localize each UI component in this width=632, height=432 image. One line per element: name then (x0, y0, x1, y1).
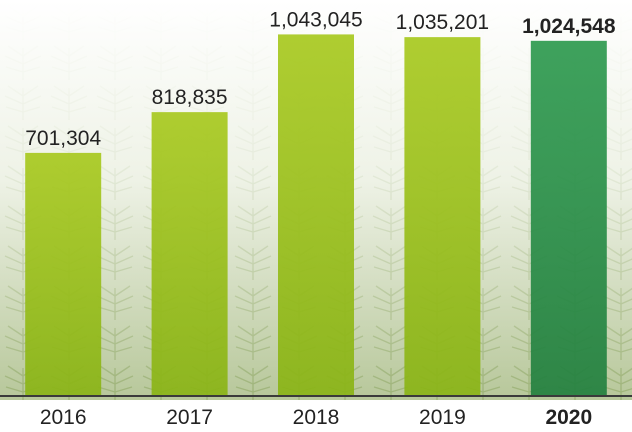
x-tick-label-2020: 2020 (545, 406, 592, 429)
value-label-2016: 701,304 (25, 127, 101, 150)
bar-2016 (25, 152, 102, 396)
bar-2020 (530, 40, 607, 396)
x-tick-label-2018: 2018 (293, 406, 340, 429)
value-label-2019: 1,035,201 (396, 11, 489, 34)
bar-2017 (151, 112, 228, 396)
x-tick-label-2016: 2016 (40, 406, 87, 429)
bars-layer (25, 34, 607, 397)
value-label-2017: 818,835 (152, 86, 228, 109)
value-labels-layer: 701,304 818,835 1,043,045 1,035,201 1,024,54… (25, 8, 616, 149)
bar-2018 (278, 34, 354, 396)
x-tick-label-2019: 2019 (419, 406, 466, 429)
x-tick-label-2017: 2017 (166, 406, 213, 429)
bar-2019 (404, 37, 481, 397)
value-label-2018: 1,043,045 (269, 8, 362, 31)
value-label-2020: 1,024,548 (522, 15, 616, 38)
x-tick-labels-layer: 2016 2017 2018 2019 2020 (40, 406, 592, 429)
